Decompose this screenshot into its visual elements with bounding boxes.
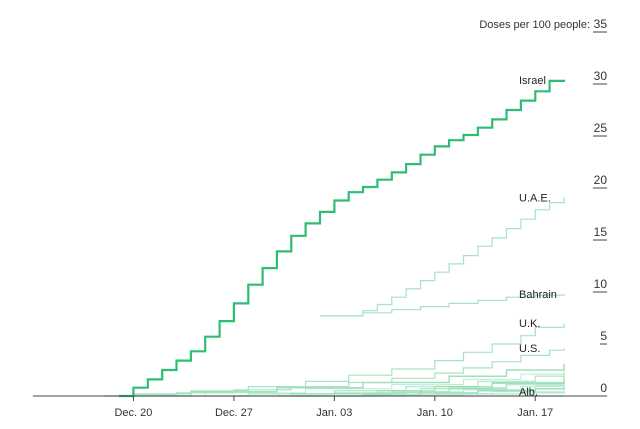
x-tick-label: Jan. 10 — [417, 407, 453, 419]
x-tick-label: Jan. 17 — [517, 407, 553, 419]
series-line-u-a-e — [320, 197, 565, 317]
y-tick-label: 20 — [594, 173, 608, 187]
series-line-bahrain — [320, 294, 565, 317]
x-tick-label: Dec. 27 — [215, 407, 253, 419]
y-tick-label: 35 — [594, 17, 608, 31]
series-label: Alb. — [519, 386, 538, 398]
y-axis-title: Doses per 100 people: — [479, 19, 590, 31]
background-line — [219, 378, 565, 397]
y-tick-label: 30 — [594, 69, 608, 83]
series-label: U.S. — [519, 343, 540, 355]
y-tick-label: 25 — [594, 121, 608, 135]
x-tick-label: Jan. 03 — [316, 407, 352, 419]
series-labels: Israel U.A.E. Bahrain U.K. U.S. Alb. — [519, 75, 557, 398]
background-line — [276, 376, 565, 397]
y-tick-label: 10 — [594, 277, 608, 291]
y-tick-label: 5 — [600, 329, 607, 343]
background-line — [162, 373, 565, 397]
series-label: Israel — [519, 75, 546, 87]
x-axis-ticks: Dec. 20 Dec. 27 Jan. 03 Jan. 10 Jan. 17 — [114, 396, 553, 419]
series-line-u-s — [133, 348, 565, 396]
series-label: Bahrain — [519, 289, 557, 301]
background-country-lines — [104, 363, 565, 397]
x-tick-label: Dec. 20 — [114, 407, 152, 419]
y-tick-label: 15 — [594, 225, 608, 239]
background-line — [363, 382, 565, 397]
series-label: U.K. — [519, 318, 540, 330]
y-axis-ticks: 0 5 10 15 20 25 30 35 — [593, 17, 607, 395]
series-line-israel — [119, 79, 566, 398]
series-label: U.A.E. — [519, 192, 551, 204]
y-tick-label: 0 — [600, 381, 607, 395]
series-lines — [119, 79, 566, 398]
series-line-u-k — [133, 323, 565, 395]
